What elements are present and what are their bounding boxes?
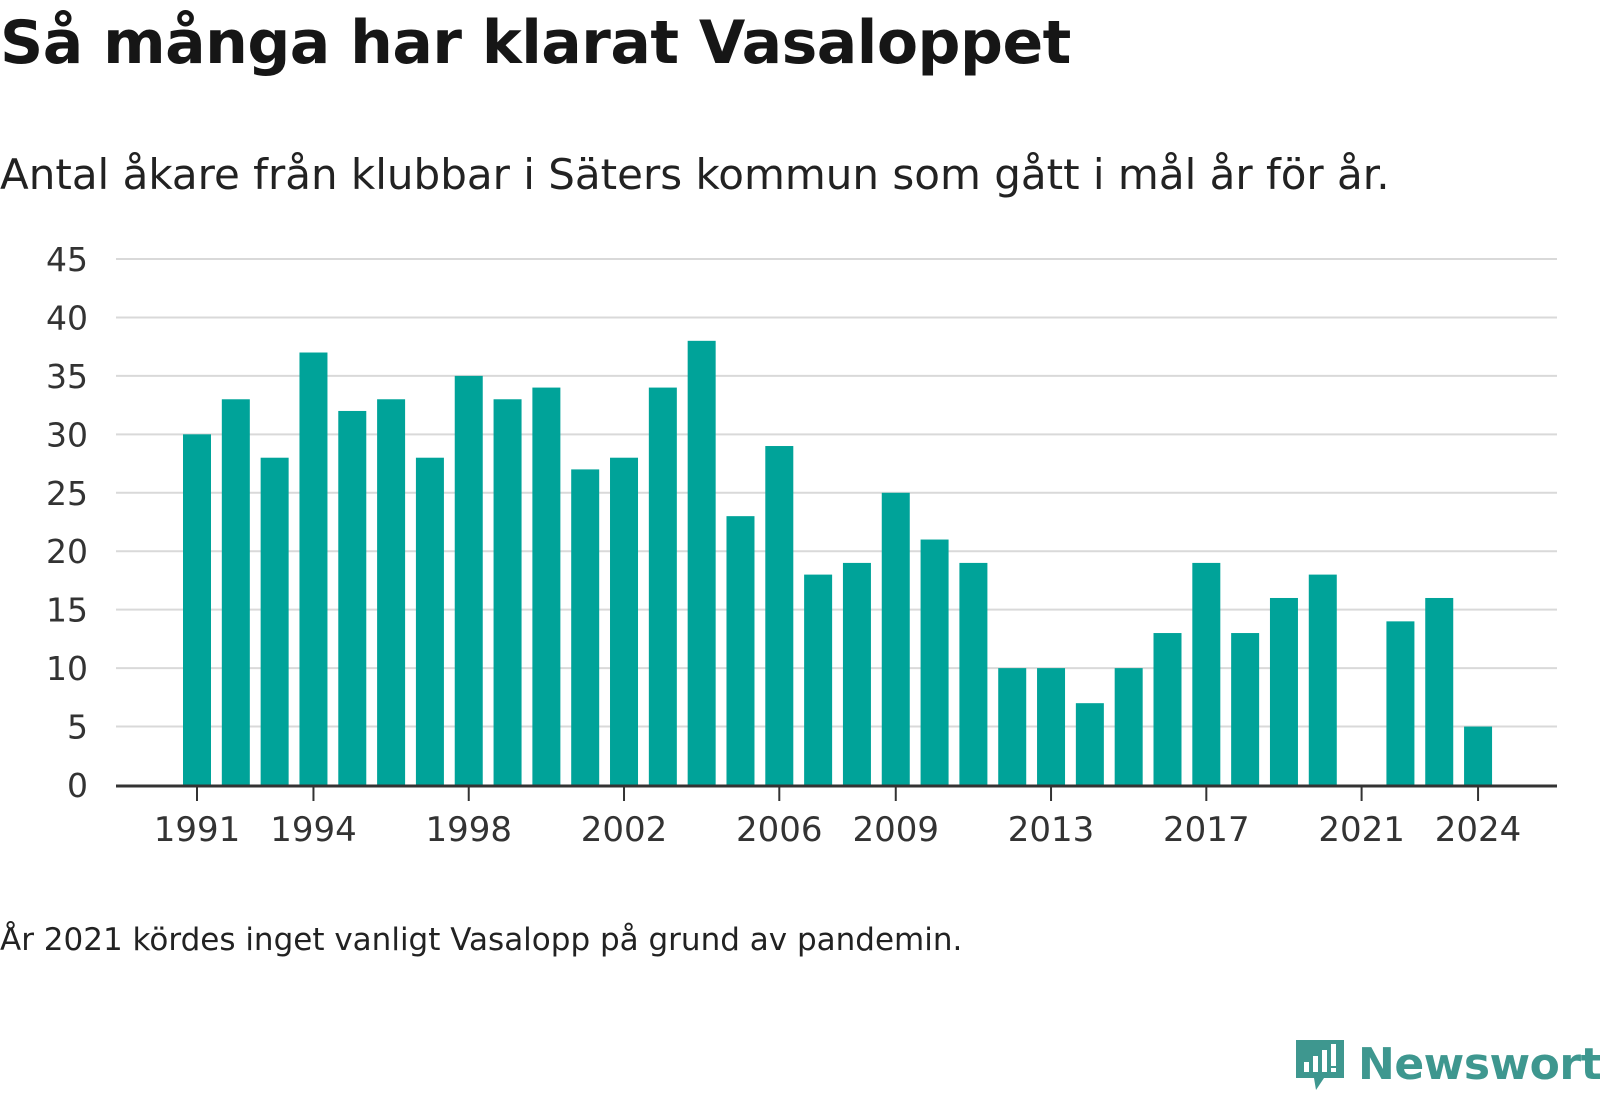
x-tick-label: 2009 bbox=[852, 810, 939, 850]
y-tick-label: 10 bbox=[46, 649, 88, 688]
bar-2015 bbox=[1114, 668, 1143, 785]
y-tick-label: 0 bbox=[67, 766, 88, 805]
bar-1993 bbox=[260, 457, 289, 785]
bar-2012 bbox=[998, 668, 1027, 785]
x-tick-label: 2013 bbox=[1008, 810, 1095, 850]
brand-logo: Newsworthy bbox=[1292, 1036, 1600, 1092]
x-tick-label: 1991 bbox=[154, 810, 241, 850]
bar-1991 bbox=[183, 434, 211, 785]
bar-2018 bbox=[1231, 633, 1260, 785]
x-tick-label: 2024 bbox=[1435, 810, 1522, 850]
x-tick-label: 2002 bbox=[581, 810, 668, 850]
bar-1996 bbox=[377, 399, 406, 785]
bar-2014 bbox=[1075, 703, 1104, 785]
gridlines bbox=[116, 258, 1557, 728]
bar-2003 bbox=[648, 387, 677, 785]
bar-2006 bbox=[765, 446, 794, 785]
bar-1998 bbox=[454, 375, 483, 785]
bar-2022 bbox=[1386, 621, 1415, 785]
bar-2016 bbox=[1153, 633, 1182, 785]
bars bbox=[183, 340, 1493, 785]
bar-2010 bbox=[920, 539, 949, 785]
bar-1999 bbox=[493, 399, 522, 785]
y-tick-label: 25 bbox=[46, 474, 88, 513]
y-axis-ticks: 0 5 10 15 20 25 30 35 40 45 bbox=[46, 240, 88, 805]
bar-2005 bbox=[726, 516, 755, 785]
bar-2002 bbox=[610, 457, 639, 785]
y-tick-label: 30 bbox=[46, 415, 88, 454]
bar-2013 bbox=[1037, 668, 1066, 785]
bar-2017 bbox=[1192, 562, 1221, 785]
bar-2000 bbox=[532, 387, 561, 785]
y-tick-label: 35 bbox=[46, 357, 88, 396]
bar-2004 bbox=[687, 340, 716, 785]
bar-2007 bbox=[804, 574, 833, 785]
y-tick-label: 15 bbox=[46, 591, 88, 630]
bar-2024 bbox=[1464, 726, 1493, 785]
brand-name: Newsworthy bbox=[1358, 1038, 1600, 1090]
x-tick-label: 1998 bbox=[425, 810, 512, 850]
bar-1995 bbox=[338, 410, 367, 785]
bar-2008 bbox=[842, 562, 871, 785]
bar-2001 bbox=[571, 469, 600, 785]
bar-2019 bbox=[1269, 597, 1298, 785]
bar-2009 bbox=[881, 492, 910, 785]
bar-1992 bbox=[221, 399, 250, 785]
bar-1994 bbox=[299, 352, 328, 785]
chart-title: Så många har klarat Vasaloppet bbox=[0, 8, 1071, 78]
bar-chart-speech-bubble-icon bbox=[1296, 1040, 1344, 1090]
bar-1997 bbox=[415, 457, 444, 785]
chart-subtitle: Antal åkare från klubbar i Säters kommun… bbox=[0, 150, 1390, 199]
y-tick-label: 45 bbox=[46, 240, 88, 279]
x-tick-label: 2021 bbox=[1318, 810, 1405, 850]
x-axis-ticks: 1991 1994 1998 2002 2006 2009 2013 2017 2021 2024 bbox=[154, 786, 1522, 850]
footnote: År 2021 kördes inget vanligt Vasalopp på… bbox=[0, 922, 963, 958]
x-tick-label: 1994 bbox=[270, 810, 357, 850]
bar-2020 bbox=[1308, 574, 1337, 785]
bar-2023 bbox=[1425, 597, 1454, 785]
y-tick-label: 20 bbox=[46, 532, 88, 571]
y-tick-label: 40 bbox=[46, 298, 88, 337]
bar-2011 bbox=[959, 562, 988, 785]
x-tick-label: 2006 bbox=[736, 810, 823, 850]
bar-chart: 0 5 10 15 20 25 30 35 40 45 1991 1994 1998 2002 2006 2… bbox=[46, 240, 1557, 850]
x-tick-label: 2017 bbox=[1163, 810, 1250, 850]
y-tick-label: 5 bbox=[67, 708, 88, 747]
